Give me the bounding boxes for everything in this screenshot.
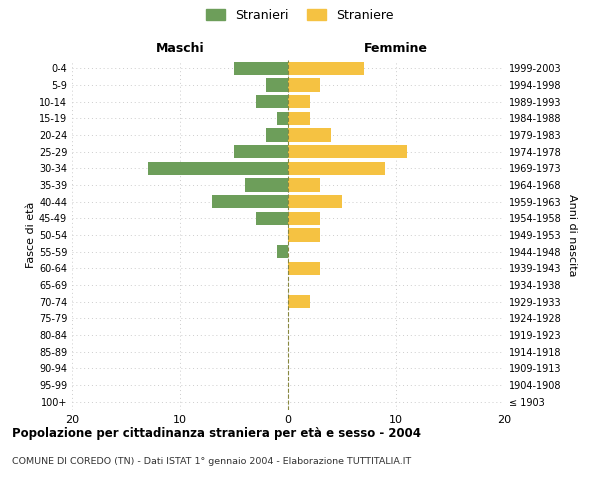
Text: COMUNE DI COREDO (TN) - Dati ISTAT 1° gennaio 2004 - Elaborazione TUTTITALIA.IT: COMUNE DI COREDO (TN) - Dati ISTAT 1° ge… [12,458,411,466]
Text: Popolazione per cittadinanza straniera per età e sesso - 2004: Popolazione per cittadinanza straniera p… [12,428,421,440]
Bar [277,245,288,258]
Bar [288,95,310,108]
Y-axis label: Anni di nascita: Anni di nascita [567,194,577,276]
Bar [288,212,320,225]
Bar [288,262,320,275]
Bar [288,128,331,141]
Legend: Stranieri, Straniere: Stranieri, Straniere [206,8,394,22]
Bar [234,62,288,75]
Bar [288,78,320,92]
Bar [277,112,288,125]
Bar [288,178,320,192]
Bar [266,128,288,141]
Bar [234,145,288,158]
Y-axis label: Fasce di età: Fasce di età [26,202,36,268]
Bar [288,112,310,125]
Bar [212,195,288,208]
Bar [288,62,364,75]
Text: Maschi: Maschi [155,42,205,55]
Bar [256,212,288,225]
Bar [288,295,310,308]
Bar [288,195,342,208]
Bar [245,178,288,192]
Bar [288,162,385,175]
Bar [288,145,407,158]
Bar [266,78,288,92]
Text: Femmine: Femmine [364,42,428,55]
Bar [148,162,288,175]
Bar [288,228,320,241]
Bar [256,95,288,108]
